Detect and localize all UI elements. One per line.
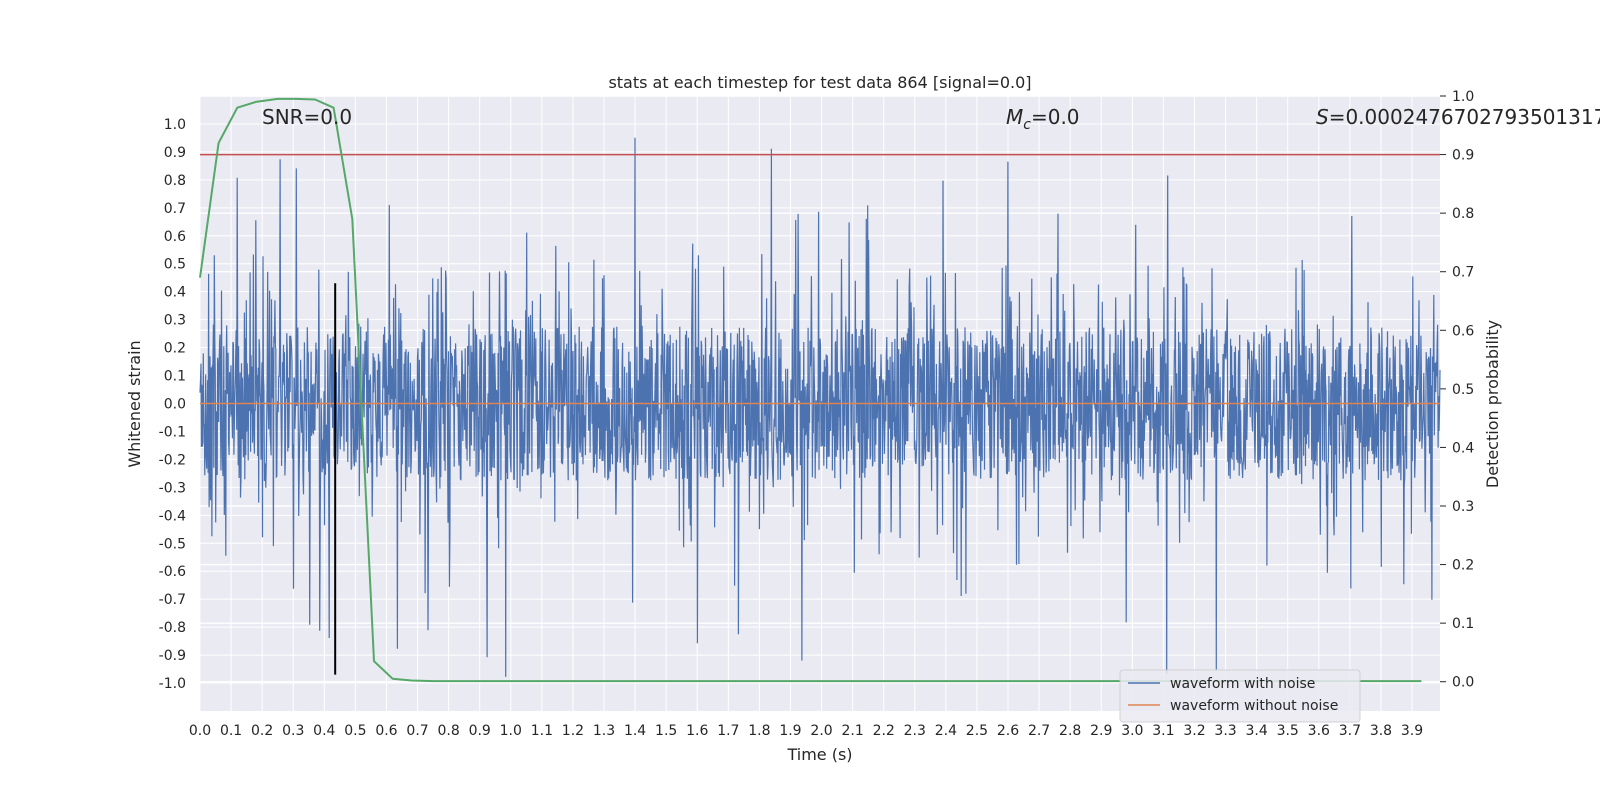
x-tick-label: 2.4 [935,723,957,739]
y-tick-labels: 1.0 0.9 0.8 0.7 0.6 0.5 0.4 0.3 0.2 0.1 0.0 -0.1 -0.… [159,117,186,692]
y2-tick-label: 0.0 [1452,675,1474,691]
mc-symbol: M [1006,105,1023,129]
x-tick-label: 3.0 [1121,723,1143,739]
x-tick-label: 2.9 [1090,723,1112,739]
legend: waveform with noise waveform without noi… [1119,669,1361,723]
x-tick-label: 3.7 [1339,723,1361,739]
y-tick-label: -0.6 [159,564,186,580]
x-tick-label: 3.1 [1152,723,1174,739]
x-tick-label: 1.6 [686,723,708,739]
x-tick-label: 0.2 [251,723,273,739]
x-tick-label: 1.1 [531,723,553,739]
y-tick-label: 0.9 [164,145,186,161]
y-tick-label: 0.8 [164,173,186,189]
y-tick-label: -0.9 [159,648,186,664]
series-waveform-with-noise [199,137,1441,677]
x-tick-label: 2.3 [904,723,926,739]
y2-axis-label: Detection probability [1483,320,1502,488]
x-tick-label: 0.7 [406,723,428,739]
x-tick-label: 0.5 [344,723,366,739]
y2-tick-label: 0.2 [1452,558,1474,574]
y-tick-label: 0.1 [164,369,186,385]
legend-box [1119,669,1361,723]
y2-tick-label: 0.4 [1452,440,1474,456]
y-tick-label: -0.5 [159,536,186,552]
y2-tick-label: 0.3 [1452,499,1474,515]
x-tick-label: 3.9 [1401,723,1423,739]
y2-tick-label: 1.0 [1452,89,1474,105]
y-tick-label: 0.2 [164,341,186,357]
y2-tick-label: 0.7 [1452,265,1474,281]
series-detection-probability [199,97,1422,683]
x-axis-label: Time (s) [786,745,852,764]
y-tick-label: -0.3 [159,480,186,496]
x-tick-label: 2.0 [810,723,832,739]
y-tick-label: 0.0 [164,397,186,413]
y2-tick-label: 0.5 [1452,382,1474,398]
x-tick-label: 2.6 [997,723,1019,739]
x-tick-label: 0.8 [437,723,459,739]
y2-tick-label: 0.8 [1452,206,1474,222]
annotation-snr: SNR=0.0 [262,105,352,129]
mc-value: =0.0 [1031,105,1080,129]
x-tick-label: 2.5 [966,723,988,739]
y-axis-label: Whitened strain [125,340,144,467]
x-tick-label: 1.0 [500,723,522,739]
x-tick-label: 1.4 [624,723,646,739]
annotation-s: S=0.00024767027935013175 [1316,105,1600,129]
chart-title: stats at each timestep for test data 864… [608,73,1031,92]
legend-label-clean: waveform without noise [1170,698,1338,714]
y2-tick-label: 0.1 [1452,616,1474,632]
y-tick-label: 1.0 [164,117,186,133]
s-value: =0.00024767027935013175 [1329,105,1600,129]
y-tick-label: -0.8 [159,620,186,636]
x-tick-label: 1.9 [779,723,801,739]
y2-tick-label: 0.6 [1452,323,1474,339]
x-tick-label: 0.6 [375,723,397,739]
x-tick-label: 0.4 [313,723,335,739]
y-tick-label: 0.4 [164,285,186,301]
y-tick-label: -0.1 [159,424,186,440]
x-tick-label: 2.8 [1059,723,1081,739]
y-tick-label: -0.4 [159,508,186,524]
x-tick-label: 3.2 [1183,723,1205,739]
y-tick-label: 0.3 [164,313,186,329]
legend-label-noise: waveform with noise [1170,676,1315,692]
x-tick-label: 0.3 [282,723,304,739]
s-symbol: S [1316,105,1329,129]
y2-tick-label: 0.9 [1452,148,1474,164]
y2-tick-labels: 1.0 0.9 0.8 0.7 0.6 0.5 0.4 0.3 0.2 0.1 0.0 [1440,89,1474,691]
x-tick-label: 3.4 [1246,723,1268,739]
x-tick-label: 3.3 [1214,723,1236,739]
y-tick-label: 0.7 [164,201,186,217]
plot-series [199,97,1441,683]
x-tick-label: 2.1 [841,723,863,739]
x-tick-label: 3.6 [1308,723,1330,739]
x-tick-label: 3.8 [1370,723,1392,739]
x-tick-label: 3.5 [1277,723,1299,739]
y-tick-label: 0.6 [164,229,186,245]
y-tick-label: -0.2 [159,452,186,468]
x-tick-label: 2.2 [873,723,895,739]
x-tick-label: 1.8 [748,723,770,739]
x-tick-label: 1.3 [593,723,615,739]
x-tick-labels: 0.0 0.1 0.2 0.3 0.4 0.5 0.6 0.7 0.8 0.9 1.0 1.1 1.2 1… [189,723,1423,739]
x-tick-label: 0.1 [220,723,242,739]
x-tick-label: 1.2 [562,723,584,739]
y-tick-label: -1.0 [159,676,186,692]
x-tick-label: 2.7 [1028,723,1050,739]
mc-subscript: c [1023,117,1031,133]
x-tick-label: 0.9 [469,723,491,739]
y-tick-label: 0.5 [164,257,186,273]
x-tick-label: 1.5 [655,723,677,739]
x-tick-label: 0.0 [189,723,211,739]
x-tick-label: 1.7 [717,723,739,739]
annotation-mc: Mc=0.0 [1006,105,1080,133]
y-tick-label: -0.7 [159,592,186,608]
